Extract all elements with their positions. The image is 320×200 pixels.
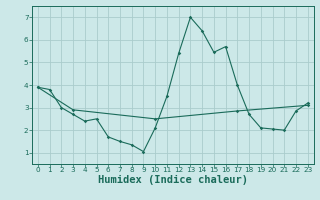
- X-axis label: Humidex (Indice chaleur): Humidex (Indice chaleur): [98, 175, 248, 185]
